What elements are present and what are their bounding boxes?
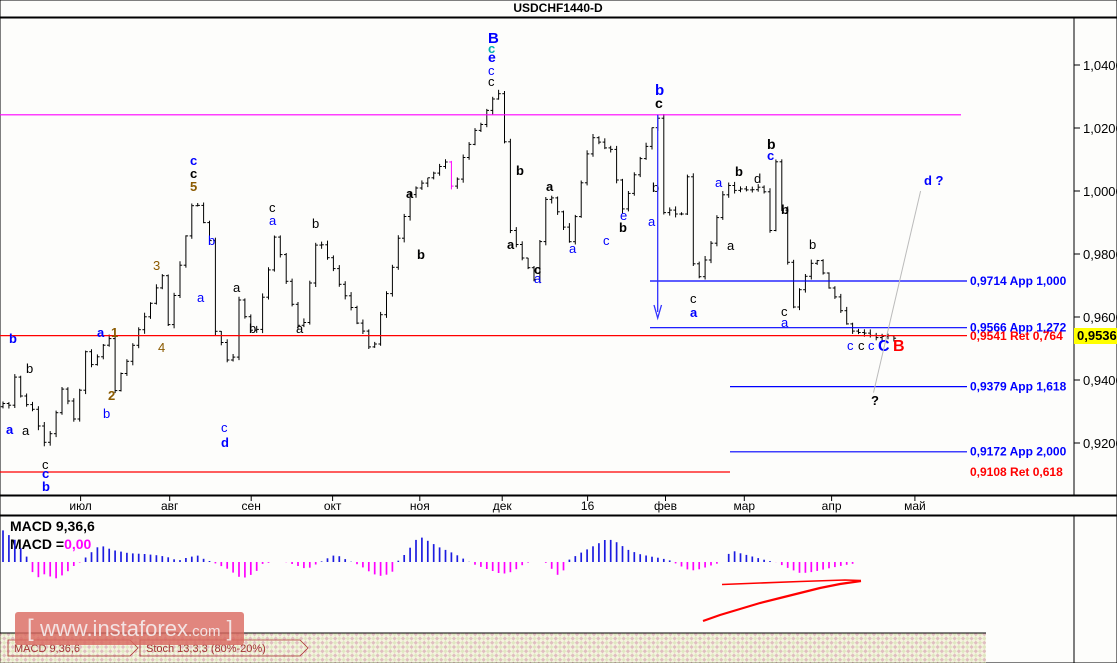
svg-text:b: b: [42, 479, 50, 494]
svg-text:1,0200: 1,0200: [1083, 121, 1117, 136]
svg-text:a: a: [197, 290, 205, 305]
svg-text:авг: авг: [161, 499, 179, 513]
svg-text:c: c: [868, 338, 875, 353]
svg-text:0,9108 Ret 0,618: 0,9108 Ret 0,618: [970, 465, 1063, 479]
svg-text:MACD =0,00: MACD =0,00: [10, 536, 92, 552]
svg-text:MACD 9,36,6: MACD 9,36,6: [10, 518, 95, 534]
svg-text:e: e: [620, 208, 627, 223]
svg-text:B: B: [893, 338, 905, 355]
svg-text:c: c: [847, 338, 854, 353]
svg-text:3: 3: [153, 258, 160, 273]
svg-text:USDCHF1440-D: USDCHF1440-D: [513, 1, 603, 15]
svg-text:b: b: [516, 163, 524, 178]
svg-text:a: a: [269, 213, 277, 228]
svg-text:1: 1: [111, 325, 118, 340]
svg-text:b: b: [781, 202, 789, 217]
svg-text:b: b: [208, 233, 215, 248]
svg-text:a: a: [534, 271, 542, 286]
svg-text:b: b: [249, 321, 256, 336]
svg-text:a: a: [648, 214, 656, 229]
svg-text:май: май: [904, 499, 926, 513]
svg-text:d: d: [754, 171, 761, 186]
svg-text:c: c: [269, 200, 276, 215]
svg-text:b: b: [9, 331, 17, 346]
svg-text:a: a: [569, 241, 577, 256]
svg-text:апр: апр: [822, 499, 842, 513]
svg-text:a: a: [727, 238, 735, 253]
svg-text:b: b: [417, 247, 425, 262]
svg-text:0,9714 App 1,000: 0,9714 App 1,000: [970, 274, 1067, 288]
svg-text:?: ?: [871, 393, 879, 408]
svg-text:5: 5: [190, 179, 197, 194]
svg-text:июл: июл: [69, 499, 91, 513]
svg-text:a: a: [97, 325, 105, 340]
svg-text:a: a: [6, 422, 14, 437]
svg-text:дек: дек: [493, 499, 513, 513]
svg-text:a: a: [406, 186, 414, 201]
svg-text:c: c: [767, 148, 774, 163]
svg-text:4: 4: [158, 340, 165, 355]
svg-text:b: b: [26, 361, 33, 376]
svg-text:b: b: [312, 216, 319, 231]
svg-text:a: a: [233, 280, 241, 295]
svg-text:фев: фев: [654, 499, 677, 513]
svg-text:a: a: [715, 175, 723, 190]
svg-text:d ?: d ?: [924, 173, 944, 188]
svg-text:c: c: [858, 338, 865, 353]
svg-text:a: a: [690, 305, 698, 320]
svg-text:c: c: [488, 74, 495, 89]
svg-text:2: 2: [108, 388, 115, 403]
svg-text:b: b: [103, 406, 110, 421]
svg-text:a: a: [22, 423, 30, 438]
svg-text:0,9172 App 2,000: 0,9172 App 2,000: [970, 445, 1067, 459]
svg-text:d: d: [221, 435, 229, 450]
svg-text:a: a: [296, 321, 304, 336]
svg-text:0,9541 Ret 0,764: 0,9541 Ret 0,764: [970, 329, 1063, 343]
svg-text:окт: окт: [324, 499, 342, 513]
svg-text:c: c: [690, 291, 697, 306]
svg-text:a: a: [546, 179, 554, 194]
svg-text:b: b: [735, 164, 743, 179]
svg-text:0,9536: 0,9536: [1077, 328, 1117, 343]
svg-text:мар: мар: [733, 499, 755, 513]
svg-text:a: a: [781, 315, 789, 330]
svg-text:сен: сен: [242, 499, 261, 513]
svg-text:b: b: [809, 237, 816, 252]
svg-text:ноя: ноя: [410, 499, 430, 513]
svg-text:c: c: [655, 95, 663, 111]
svg-text:[: [: [27, 615, 34, 642]
svg-text:16: 16: [581, 499, 595, 513]
svg-text:a: a: [507, 237, 515, 252]
svg-text:c: c: [603, 233, 610, 248]
svg-text:1,0400: 1,0400: [1083, 58, 1117, 73]
svg-text:0,9379 App 1,618: 0,9379 App 1,618: [970, 380, 1067, 394]
svg-text:c: c: [221, 420, 228, 435]
